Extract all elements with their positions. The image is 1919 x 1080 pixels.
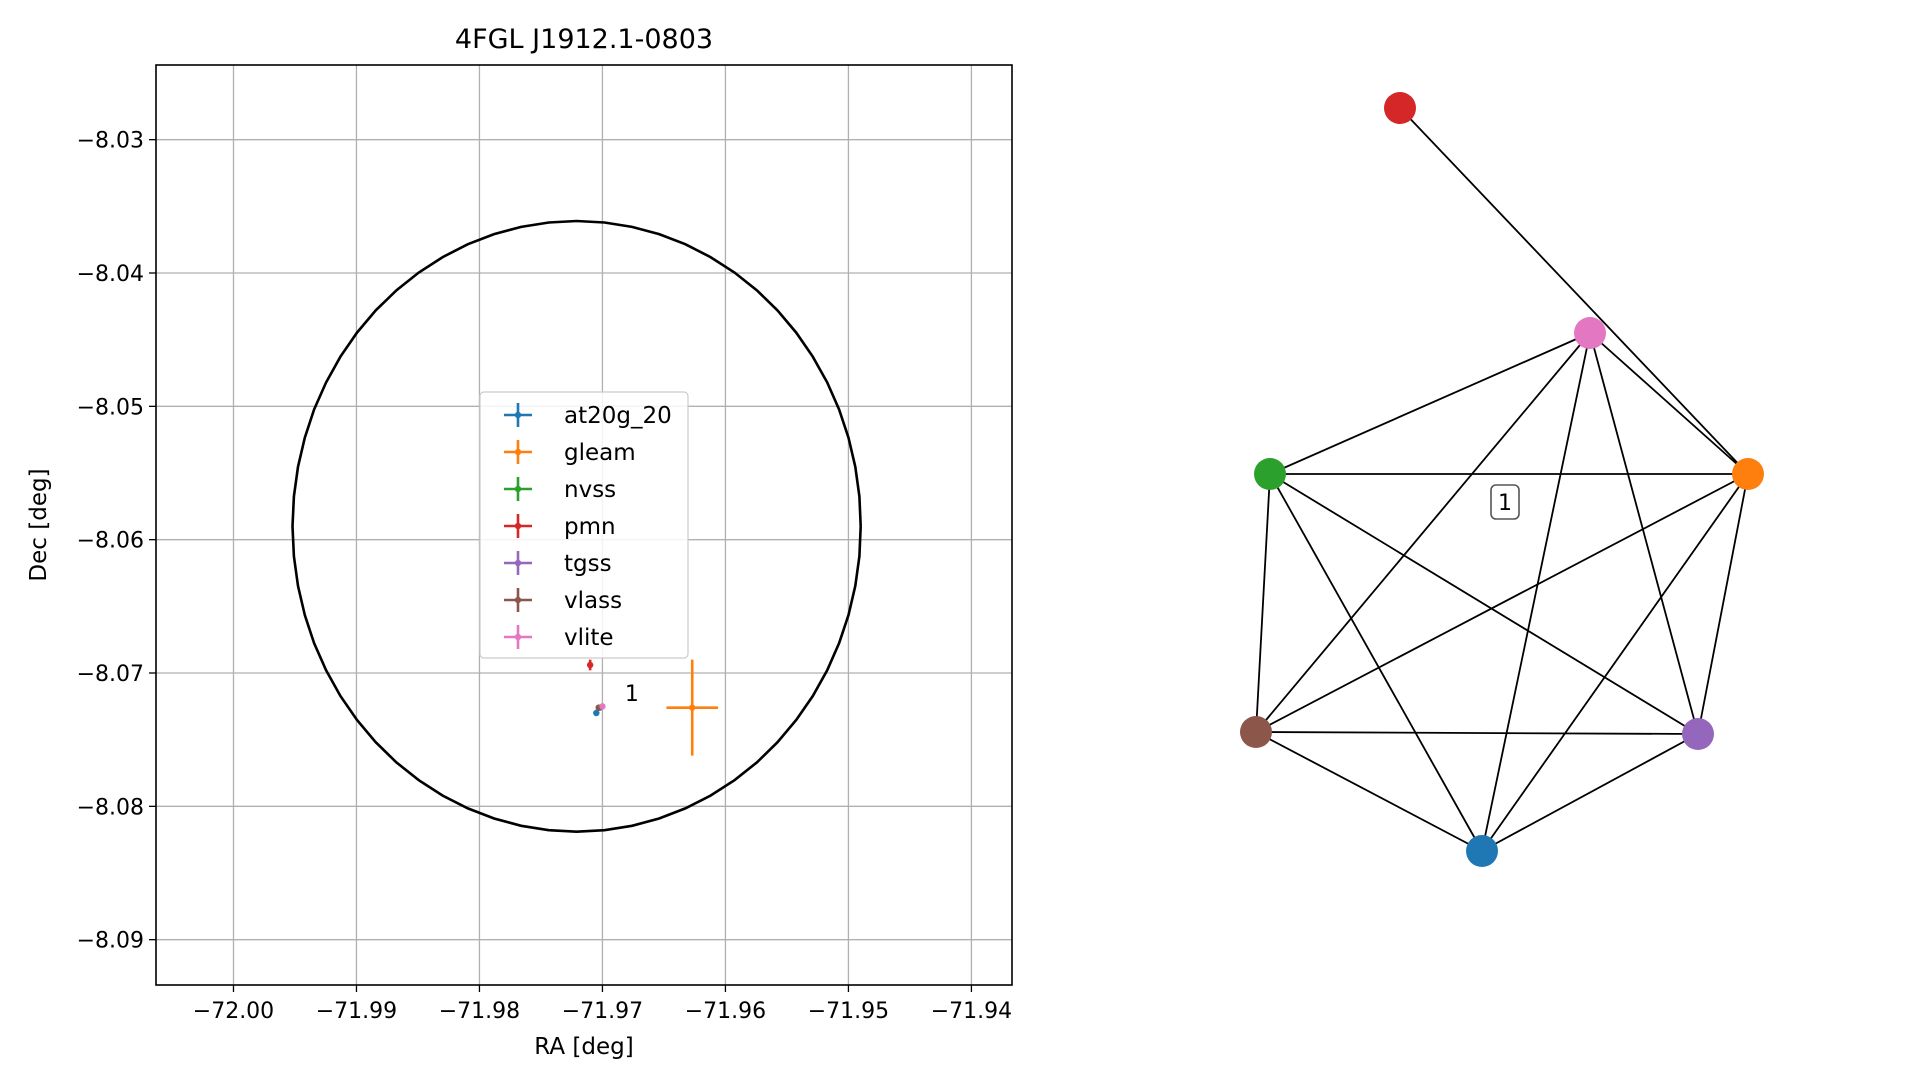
node-nvss [1254,458,1286,490]
edge-gleam-at20g_20 [1481,473,1749,852]
graph-edges [1255,107,1749,852]
node-at20g_20 [1466,835,1498,867]
node-gleam [1732,458,1764,490]
legend-item-nvss: nvss [504,477,616,503]
legend-label: pmn [564,514,616,540]
y-tick-label: −8.07 [77,662,144,687]
legend-item-vlass: vlass [504,588,622,614]
legend-frame [479,391,689,659]
graph-cluster-label-text: 1 [1498,491,1512,516]
point-marker [599,703,606,710]
x-axis-label: RA [deg] [534,1034,633,1060]
legend-label: nvss [564,477,616,503]
edge-tgss-at20g_20 [1481,733,1699,852]
x-tick-label: −71.94 [931,999,1012,1024]
y-tick-label: −8.09 [77,929,144,954]
legend-label: vlite [564,625,614,651]
point-vlite [599,703,606,710]
legend-marker-dot [514,633,522,641]
localization-ellipse [291,219,862,834]
grid [156,65,1012,985]
match-graph: 1 [1240,92,1764,867]
point-marker [593,709,600,717]
legend-label: tgss [564,551,612,577]
edge-vlite-gleam [1589,332,1749,475]
legend-marker-dot [514,448,522,456]
legend-item-vlite: vlite [504,625,614,651]
legend-marker-dot [514,522,522,530]
node-pmn [1384,92,1416,124]
x-tick-label: −71.96 [685,999,766,1024]
point-pmn [586,659,594,671]
edge-gleam-tgss [1697,473,1749,735]
edge-gleam-vlass [1255,473,1749,733]
graph-cluster-label: 1 [1490,484,1520,520]
y-tick-label: −8.03 [77,129,144,154]
node-tgss [1682,718,1714,750]
legend-item-tgss: tgss [504,551,612,577]
legend-item-pmn: pmn [504,514,616,540]
plot-frame [155,64,1013,986]
legend-label: vlass [564,588,622,614]
edge-vlass-tgss [1255,731,1699,735]
edge-vlite-tgss [1589,332,1699,735]
y-axis-ticks: −8.03 −8.04 −8.05 −8.06 −8.07 −8.08 −8.09 [77,129,156,954]
legend-label: gleam [564,440,636,466]
legend-item-at20g_20: at20g_20 [504,403,672,429]
y-tick-label: −8.06 [77,529,144,554]
legend-label: at20g_20 [564,403,672,429]
edge-nvss-tgss [1269,473,1699,735]
source-points [586,659,719,756]
x-tick-label: −71.95 [808,999,889,1024]
x-tick-label: −71.99 [316,999,397,1024]
edge-vlite-nvss [1269,332,1591,475]
point-marker [586,661,594,669]
graph-nodes [1240,92,1764,867]
y-tick-label: −8.08 [77,795,144,820]
cluster-label: 1 [625,682,639,707]
legend-marker-dot [514,411,522,419]
localization-ellipse-line [291,219,862,834]
x-tick-label: −71.98 [439,999,520,1024]
edge-vlite-vlass [1255,332,1591,733]
node-vlite [1574,317,1606,349]
legend-marker-dot [514,485,522,493]
legend-marker-dot [514,596,522,604]
chart-title: 4FGL J1912.1-0803 [455,24,713,55]
y-tick-label: −8.05 [77,395,144,420]
point-at20g_20 [593,709,600,717]
edge-nvss-at20g_20 [1269,473,1483,852]
legend-item-gleam: gleam [504,440,636,466]
point-marker [689,704,696,711]
edge-pmn-gleam [1399,107,1749,475]
edge-vlass-at20g_20 [1255,731,1483,852]
edge-nvss-vlass [1255,473,1271,733]
edge-vlite-at20g_20 [1481,332,1591,852]
graph-cluster-label-box [1490,484,1520,520]
point-gleam [666,659,719,756]
x-tick-label: −72.00 [193,999,274,1024]
y-tick-label: −8.04 [77,262,144,287]
x-axis-ticks: −72.00 −71.99 −71.98 −71.97 −71.96 −71.95 −71.… [193,985,1012,1024]
x-tick-label: −71.97 [562,999,643,1024]
legend-marker-dot [514,559,522,567]
y-axis-label: Dec [deg] [26,468,52,581]
node-vlass [1240,716,1272,748]
sky-position-plot: 1 −72.00 −71.99 −71.98 −71.97 −71.96 −71.95 −7… [26,24,1013,1060]
